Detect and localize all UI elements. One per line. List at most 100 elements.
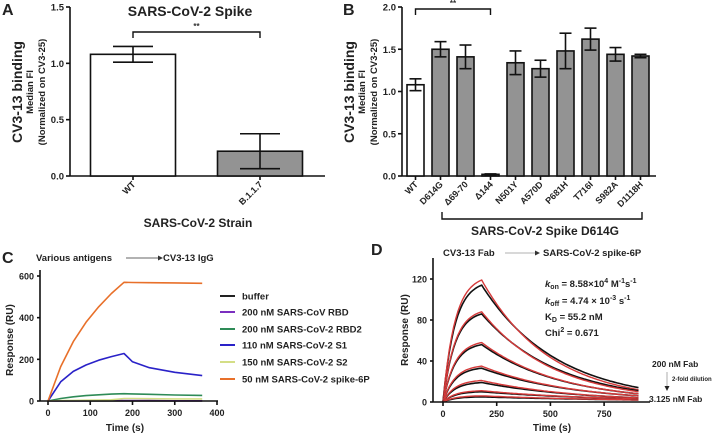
significance-bracket (414, 8, 492, 15)
bar-A570D (531, 67, 550, 177)
koff-symbol: k (545, 296, 551, 307)
bar-WT (406, 83, 425, 177)
x-tick-label: D614G (418, 179, 445, 206)
legend-label: buffer (242, 292, 269, 303)
legend-label: 200 nM SARS-CoV-2 RBD2 (242, 325, 362, 336)
y-tick-label: 0.0 (51, 172, 64, 183)
kon-unit1: M (608, 279, 619, 290)
panel-letter-b: B (343, 2, 355, 19)
y-tick-label: 0.5 (51, 115, 65, 126)
legend-label: 200 nM SARS-CoV RBD (242, 308, 349, 319)
y-tick-label: 2.0 (383, 3, 396, 14)
y-tick-label: 600 (19, 272, 34, 282)
panel-d-xlabel: Time (s) (533, 423, 571, 434)
panel-a-title: SARS-CoV-2 Spike (128, 3, 253, 19)
y-tick-label: 0 (422, 398, 427, 408)
x-tick-label: 500 (543, 409, 558, 419)
koff-exp: -3 (610, 295, 616, 302)
arrow-right-icon (505, 250, 540, 256)
kd-symbol: K (545, 312, 552, 323)
fit-curve (442, 279, 639, 403)
x-tick-label: P681H (543, 179, 570, 206)
bar-WT (89, 53, 177, 177)
chi-value: = 0.671 (564, 328, 599, 339)
chi-exp: 2 (560, 327, 564, 334)
x-tick-label: 400 (209, 408, 224, 418)
panel-letter-d: D (371, 242, 383, 259)
x-tick-label: 100 (83, 408, 98, 418)
dilution-label: 2-fold dilution (672, 377, 712, 383)
panel-a-xlabel: SARS-CoV-2 Strain (144, 216, 253, 230)
x-tick-label: WT (403, 179, 420, 196)
x-tick-label: 250 (489, 409, 504, 419)
panel-b-ylabel3: (Normalized on CV3-25) (369, 39, 380, 146)
x-tick-label: Δ144 (473, 179, 495, 201)
panel-b-xlabel: SARS-CoV-2 Spike D614G (471, 224, 619, 238)
x-tick-label: Δ69-70 (442, 179, 470, 207)
y-tick-label: 400 (19, 313, 34, 323)
y-tick-label: 0.0 (383, 172, 396, 183)
kon-symbol: k (545, 279, 551, 290)
y-tick-label: 1.5 (383, 45, 397, 56)
significance-bracket (132, 31, 261, 38)
bar-D614G (431, 48, 450, 177)
kon-exp: 4 (604, 278, 608, 285)
x-tick-label: 0 (440, 409, 445, 419)
panel-c-xlabel: Time (s) (106, 423, 144, 434)
x-tick-label: B.1.1.7 (237, 179, 265, 207)
kon-unit2-exp: -1 (630, 278, 636, 285)
fit-curve (442, 379, 639, 403)
series-line (47, 281, 203, 402)
bar-D1118H (631, 55, 650, 177)
panel-d-ylabel: Response (RU) (400, 294, 411, 366)
kon-annotation: kon = 8.58×104 M-1s-1 (545, 278, 637, 291)
x-tick-label: 300 (167, 408, 182, 418)
kon-subscript: on (550, 284, 559, 291)
bar-Δ69-70 (456, 56, 475, 177)
bottom-concentration-label: 3.125 nM Fab (649, 394, 702, 404)
panel-d-header-right: SARS-CoV-2 spike-6P (543, 248, 642, 259)
koff-value: = 4.74 × 10 (559, 296, 610, 307)
x-tick-label: WT (120, 179, 137, 196)
data-curve (442, 284, 639, 403)
significance-label: ** (193, 22, 200, 31)
arrow-right-icon (126, 255, 163, 261)
y-tick-label: 1.5 (51, 3, 65, 14)
panel-a-ylabel: CV3-13 binding (9, 41, 25, 143)
panel-a-ylabel2: Median FI (25, 70, 36, 114)
kd-annotation: KD = 55.2 nM (545, 312, 603, 324)
y-tick-label: 120 (412, 275, 427, 285)
panel-letter-a: A (2, 2, 14, 19)
y-tick-label: 80 (417, 316, 427, 326)
data-curve (442, 313, 639, 403)
fit-curve (442, 341, 639, 403)
chi-annotation: Chi2 = 0.671 (545, 327, 600, 339)
fit-curve (442, 365, 639, 403)
x-tick-label: A570D (518, 179, 545, 206)
panel-d-header-left: CV3-13 Fab (443, 248, 495, 259)
fit-curve (442, 390, 639, 403)
koff-annotation: koff = 4.74 × 10-3 s-1 (545, 295, 630, 308)
x-tick-label: T716I (572, 179, 595, 202)
kd-subscript: D (552, 317, 557, 324)
panel-c-header-left: Various antigens (36, 253, 112, 264)
x-tick-label: 0 (45, 408, 50, 418)
bar-T716I (581, 38, 600, 177)
series-line (47, 392, 203, 402)
koff-unit-exp: -1 (624, 295, 630, 302)
bar-N501Y (506, 61, 525, 177)
y-tick-label: 40 (417, 357, 427, 367)
series-line (47, 352, 203, 402)
x-tick-label: 200 (125, 408, 140, 418)
bar-P681H (556, 50, 575, 177)
fit-curve (442, 311, 639, 403)
y-tick-label: 1.0 (383, 87, 396, 98)
kon-unit2: s (625, 279, 630, 290)
group-bracket (441, 212, 643, 220)
panel-letter-c: C (2, 250, 14, 267)
chi-symbol: Chi (545, 328, 560, 339)
y-tick-label: 200 (19, 355, 34, 365)
y-tick-label: 0 (29, 397, 34, 407)
legend-label: 150 nM SARS-CoV-2 S2 (242, 358, 348, 369)
